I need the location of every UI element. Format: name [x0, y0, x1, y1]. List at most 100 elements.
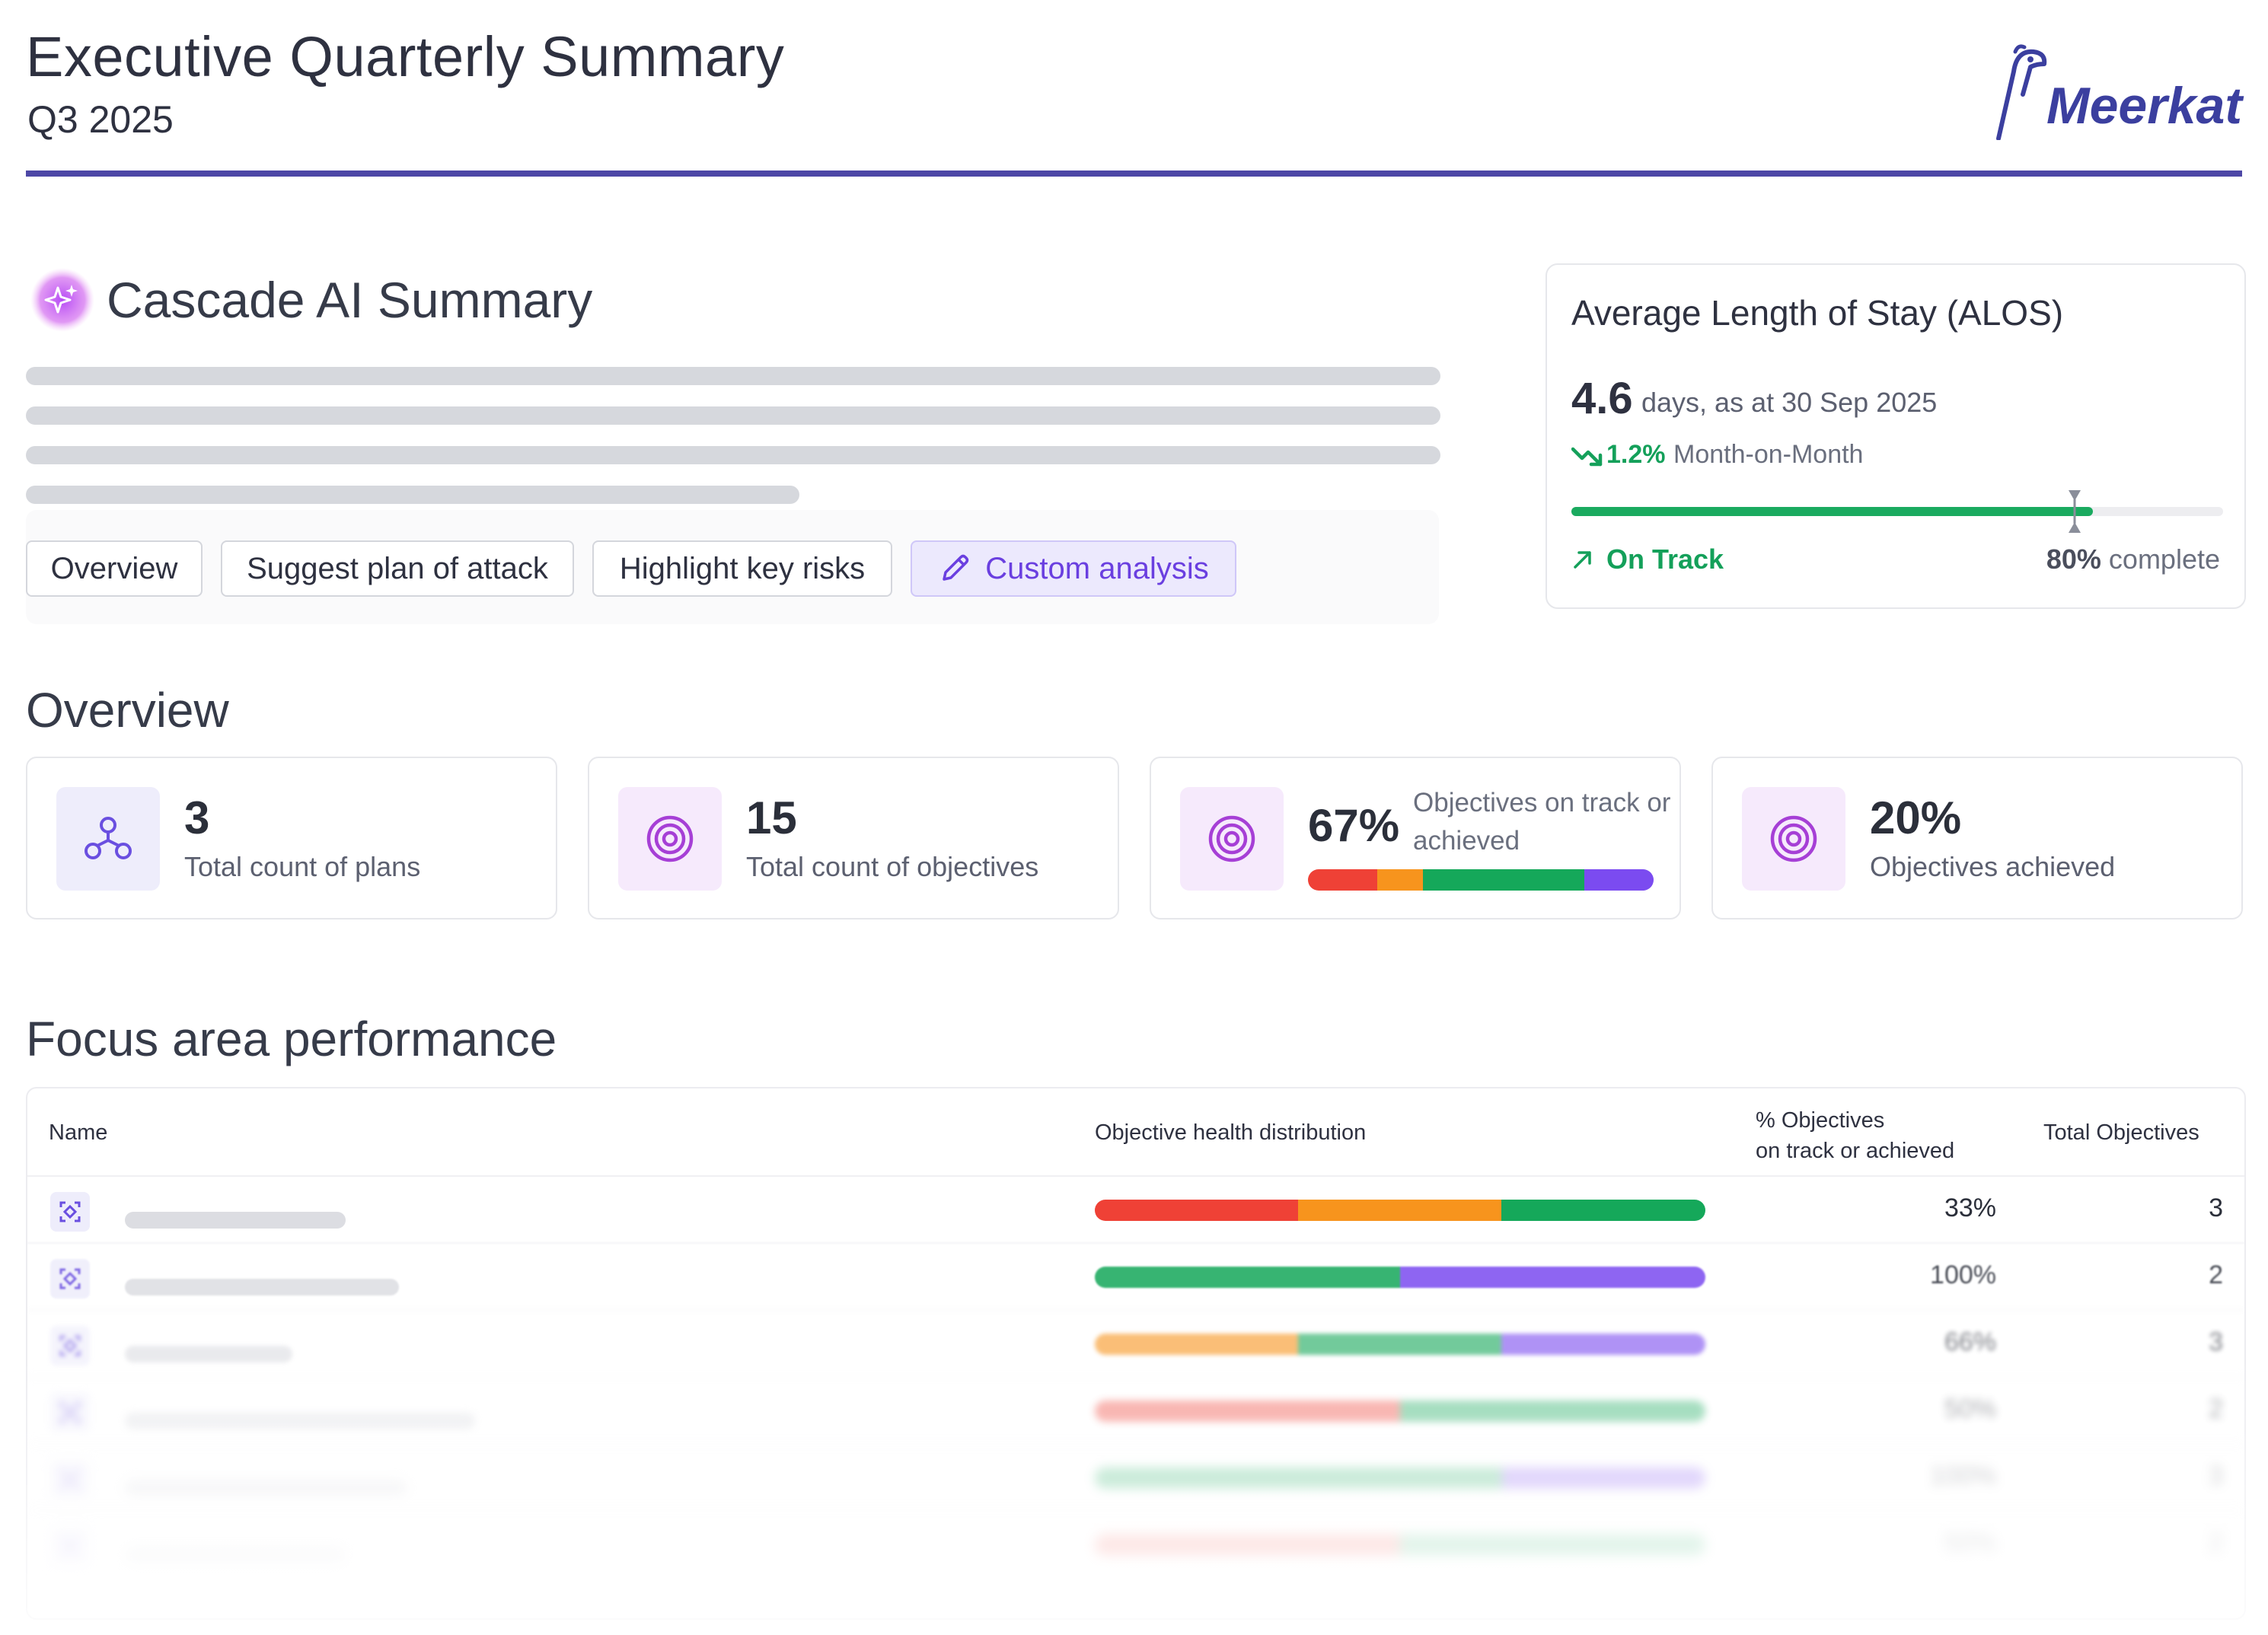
pct-on-track: 33%: [1944, 1194, 1996, 1222]
total-objectives: 3: [2209, 1194, 2223, 1222]
total-objectives: 2: [2209, 1261, 2223, 1289]
stat-card-on-track[interactable]: 67% Objectives on track or achieved: [1150, 757, 1681, 919]
focus-area-table: Name Objective health distribution % Obj…: [26, 1087, 2246, 1620]
total-objectives: 2: [2209, 1394, 2223, 1423]
focus-area-icon: [50, 1527, 90, 1566]
total-objectives: 3: [2209, 1327, 2223, 1356]
objective-health-bar: [1095, 1200, 1705, 1221]
total-objectives: 2: [2209, 1528, 2223, 1557]
objective-health-bar: [1095, 1401, 1705, 1422]
alos-progress-track: [1571, 507, 2223, 516]
target-icon: [1742, 787, 1845, 891]
health-segment-off-track: [1095, 1401, 1400, 1422]
focus-area-name-placeholder: [125, 1212, 346, 1229]
pencil-icon: [943, 554, 969, 581]
column-header-health[interactable]: Objective health distribution: [1095, 1120, 1367, 1145]
alos-progress-fill: [1571, 507, 2093, 516]
brand-logo: Meerkat: [1991, 41, 2242, 140]
objective-health-bar: [1095, 1334, 1705, 1355]
stat-value: 15: [746, 792, 797, 843]
health-segment-on-track: [1095, 1267, 1400, 1288]
focus-area-icon: [50, 1259, 90, 1299]
pct-on-track: 100%: [1930, 1261, 1996, 1289]
stat-card-objectives[interactable]: 15 Total count of objectives: [588, 757, 1119, 919]
summary-placeholder-line: [26, 486, 799, 504]
health-segment-on-track: [1298, 1334, 1502, 1355]
summary-placeholder-line: [26, 406, 1440, 425]
focus-area-name-placeholder: [125, 1480, 407, 1496]
stat-label: Total count of objectives: [746, 851, 1039, 882]
focus-area-icon: [50, 1326, 90, 1366]
health-segment-at-risk: [1298, 1200, 1502, 1221]
focus-area-name-placeholder: [125, 1547, 346, 1563]
alos-complete-pct: 80%: [2046, 543, 2101, 575]
sparkle-icon: [30, 268, 94, 332]
pct-on-track: 50%: [1944, 1528, 1996, 1557]
table-row[interactable]: 50% 2: [27, 1376, 2244, 1445]
stat-value: 3: [184, 792, 210, 843]
table-row[interactable]: 100% 3: [27, 1443, 2244, 1512]
custom-analysis-label: Custom analysis: [985, 551, 1209, 585]
page-title: Executive Quarterly Summary: [26, 25, 785, 88]
table-row[interactable]: 33% 3: [27, 1175, 2244, 1244]
focus-area-icon: [50, 1393, 90, 1433]
stat-card-plans[interactable]: 3 Total count of plans: [26, 757, 557, 919]
health-segment-achieved: [1400, 1267, 1705, 1288]
health-segment-achieved: [1501, 1334, 1705, 1355]
summary-placeholder-line: [26, 367, 1440, 385]
alos-complete-label: complete: [2108, 543, 2220, 575]
plans-icon: [56, 787, 160, 891]
trend-down-icon: [1571, 447, 1603, 467]
health-segment-achieved: [1584, 869, 1654, 891]
arrow-up-right-icon: [1574, 551, 1591, 569]
focus-area-name-placeholder: [125, 1413, 475, 1429]
health-segment-on-track: [1423, 869, 1585, 891]
health-segment-achieved: [1501, 1468, 1705, 1489]
pct-on-track: 66%: [1944, 1327, 1996, 1356]
header-divider: [26, 171, 2242, 177]
health-segment-off-track: [1095, 1200, 1299, 1221]
health-segment-on-track: [1095, 1468, 1502, 1489]
meerkat-logo-icon: [1996, 44, 2047, 140]
stat-value: 20%: [1870, 792, 1962, 843]
stat-value: 67%: [1308, 800, 1400, 851]
health-segment-at-risk: [1376, 869, 1424, 891]
total-objectives: 3: [2209, 1461, 2223, 1490]
objective-health-bar: [1308, 869, 1654, 891]
focus-area-name-placeholder: [125, 1346, 292, 1362]
health-segment-on-track: [1501, 1200, 1705, 1221]
stat-label: Objectives achieved: [1870, 851, 2116, 882]
alos-change-period: Month-on-Month: [1673, 440, 1864, 469]
overview-action-button[interactable]: Overview: [26, 540, 203, 597]
health-segment-at-risk: [1095, 1334, 1299, 1355]
alos-card[interactable]: Average Length of Stay (ALOS) 4.6 days, …: [1545, 263, 2246, 609]
table-row[interactable]: 66% 3: [27, 1309, 2244, 1378]
health-segment-off-track: [1095, 1535, 1400, 1556]
column-header-pct[interactable]: % Objectives on track or achieved: [1756, 1108, 1955, 1163]
column-header-name[interactable]: Name: [49, 1120, 108, 1145]
column-header-total[interactable]: Total Objectives: [2043, 1120, 2199, 1145]
suggest-plan-button[interactable]: Suggest plan of attack: [221, 540, 574, 597]
objective-health-bar: [1095, 1267, 1705, 1288]
alos-completion: 80% complete: [2046, 543, 2220, 575]
target-icon: [1180, 787, 1284, 891]
alos-status: On Track: [1606, 543, 1724, 575]
overview-heading: Overview: [26, 683, 229, 738]
custom-analysis-button[interactable]: Custom analysis: [911, 540, 1236, 597]
pct-on-track: 100%: [1930, 1461, 1996, 1490]
table-row[interactable]: 100% 2: [27, 1242, 2244, 1311]
stat-card-achieved[interactable]: 20% Objectives achieved: [1711, 757, 2243, 919]
stat-label: Objectives on track or achieved: [1413, 788, 1671, 856]
focus-area-icon: [50, 1192, 90, 1232]
ai-summary-title: Cascade AI Summary: [107, 272, 593, 328]
highlight-risks-button[interactable]: Highlight key risks: [592, 540, 892, 597]
health-segment-off-track: [1308, 869, 1377, 891]
focus-area-heading: Focus area performance: [26, 1012, 557, 1066]
alos-title: Average Length of Stay (ALOS): [1571, 293, 2064, 333]
health-segment-on-track: [1400, 1535, 1705, 1556]
summary-placeholder-line: [26, 446, 1440, 464]
table-row[interactable]: 50% 2: [27, 1510, 2244, 1579]
objective-health-bar: [1095, 1468, 1705, 1489]
alos-value: 4.6: [1571, 374, 1633, 423]
health-segment-on-track: [1400, 1401, 1705, 1422]
